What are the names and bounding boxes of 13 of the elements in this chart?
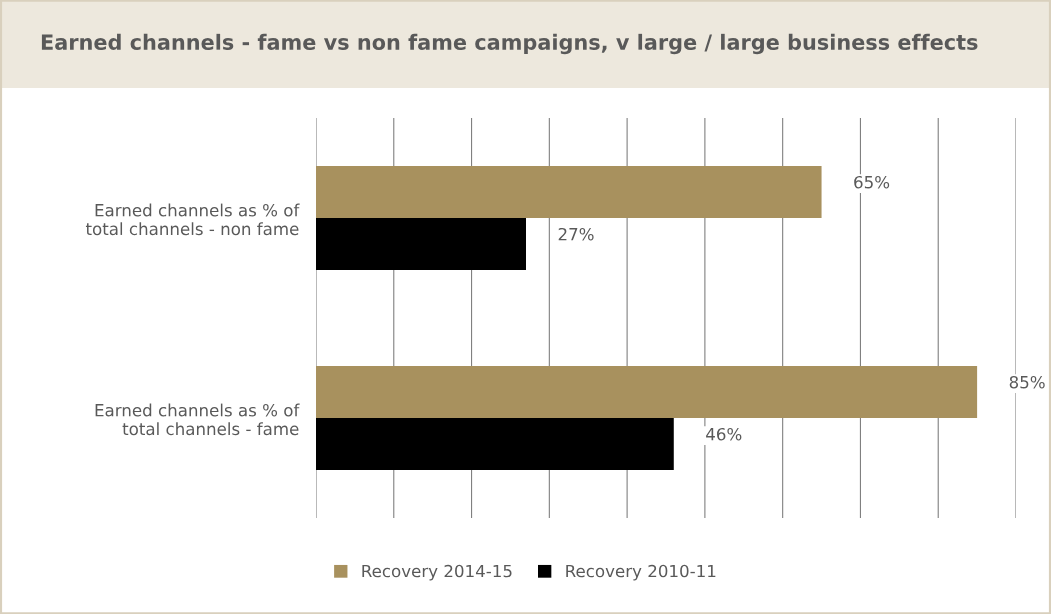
- y-tick-label: Earned channels as % of total channels - non fame: [85, 203, 300, 236]
- data-label: 65%: [854, 175, 890, 189]
- chart-title: Earned channels - fame vs non fame campaigns, v large / large business effects: [41, 33, 978, 55]
- bar: [316, 418, 674, 470]
- legend-label: Recovery 2014-15: [362, 564, 512, 581]
- bar: [316, 166, 822, 218]
- data-label: 27%: [558, 227, 594, 241]
- y-tick-label: Earned channels as % of total channels - fame: [95, 403, 300, 436]
- data-label: 85%: [1009, 375, 1045, 389]
- legend-label: Recovery 2010-11: [566, 564, 716, 581]
- data-label: 46%: [706, 427, 742, 441]
- bar: [316, 218, 526, 270]
- bar: [316, 366, 978, 418]
